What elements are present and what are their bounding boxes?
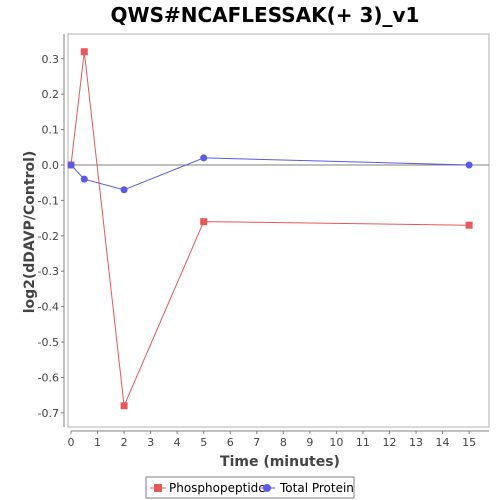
y-tick-label: -0.1 bbox=[38, 194, 59, 207]
y-tick-label: 0.3 bbox=[42, 53, 60, 66]
data-point-phosphopeptide bbox=[120, 402, 128, 410]
y-tick-label: 0.0 bbox=[42, 159, 60, 172]
x-tick-label: 5 bbox=[200, 436, 207, 449]
data-point-total-protein bbox=[200, 154, 208, 162]
y-tick-label: 0.1 bbox=[42, 124, 60, 137]
legend-total-protein-marker bbox=[263, 484, 271, 492]
x-tick-label: 7 bbox=[253, 436, 260, 449]
x-axis-ticks: 0 1 2 3 4 5 6 7 8 9 10 11 12 13 14 15 bbox=[68, 431, 476, 449]
data-point-phosphopeptide bbox=[200, 218, 208, 226]
y-tick-label: -0.7 bbox=[38, 407, 59, 420]
data-point-total-protein bbox=[120, 186, 128, 194]
y-axis-ticks: 0.3 0.2 0.1 0.0 -0.1 -0.2 -0.3 -0.4 -0.5 -0.6 -0.7 bbox=[38, 53, 64, 420]
x-tick-label: 11 bbox=[356, 436, 370, 449]
x-tick-label: 1 bbox=[94, 436, 101, 449]
x-tick-label: 8 bbox=[280, 436, 287, 449]
data-point-total-protein bbox=[67, 161, 75, 169]
y-tick-label: -0.3 bbox=[38, 265, 59, 278]
x-axis-label: Time (minutes) bbox=[220, 454, 340, 470]
legend-phosphopeptide-marker bbox=[154, 484, 162, 492]
x-tick-label: 4 bbox=[174, 436, 181, 449]
data-point-total-protein bbox=[80, 175, 88, 183]
series-layer bbox=[67, 48, 473, 410]
x-tick-label: 14 bbox=[436, 436, 450, 449]
x-tick-label: 15 bbox=[462, 436, 476, 449]
x-tick-label: 10 bbox=[329, 436, 343, 449]
x-tick-label: 12 bbox=[382, 436, 396, 449]
x-tick-label: 9 bbox=[306, 436, 313, 449]
y-axis-label: log2(dDAVP/Control) bbox=[22, 151, 38, 314]
data-point-total-protein bbox=[465, 161, 473, 169]
x-tick-label: 13 bbox=[409, 436, 423, 449]
y-tick-label: -0.4 bbox=[38, 301, 59, 314]
legend: Phosphopeptide Total Protein bbox=[145, 476, 355, 499]
y-tick-label: -0.6 bbox=[38, 371, 59, 384]
data-point-phosphopeptide bbox=[80, 48, 88, 56]
x-tick-label: 0 bbox=[68, 436, 75, 449]
y-tick-label: 0.2 bbox=[42, 88, 60, 101]
chart-title: QWS#NCAFLESSAK(+ 3)_v1 bbox=[111, 3, 420, 27]
legend-box bbox=[145, 476, 355, 499]
legend-phosphopeptide-label: Phosphopeptide bbox=[169, 481, 266, 495]
x-tick-label: 2 bbox=[121, 436, 128, 449]
y-tick-label: -0.2 bbox=[38, 230, 59, 243]
data-point-phosphopeptide bbox=[465, 221, 473, 229]
x-tick-label: 3 bbox=[147, 436, 154, 449]
x-tick-label: 6 bbox=[227, 436, 234, 449]
y-tick-label: -0.5 bbox=[38, 336, 59, 349]
legend-total-protein-label: Total Protein bbox=[279, 481, 354, 495]
plot-frame bbox=[67, 33, 490, 428]
